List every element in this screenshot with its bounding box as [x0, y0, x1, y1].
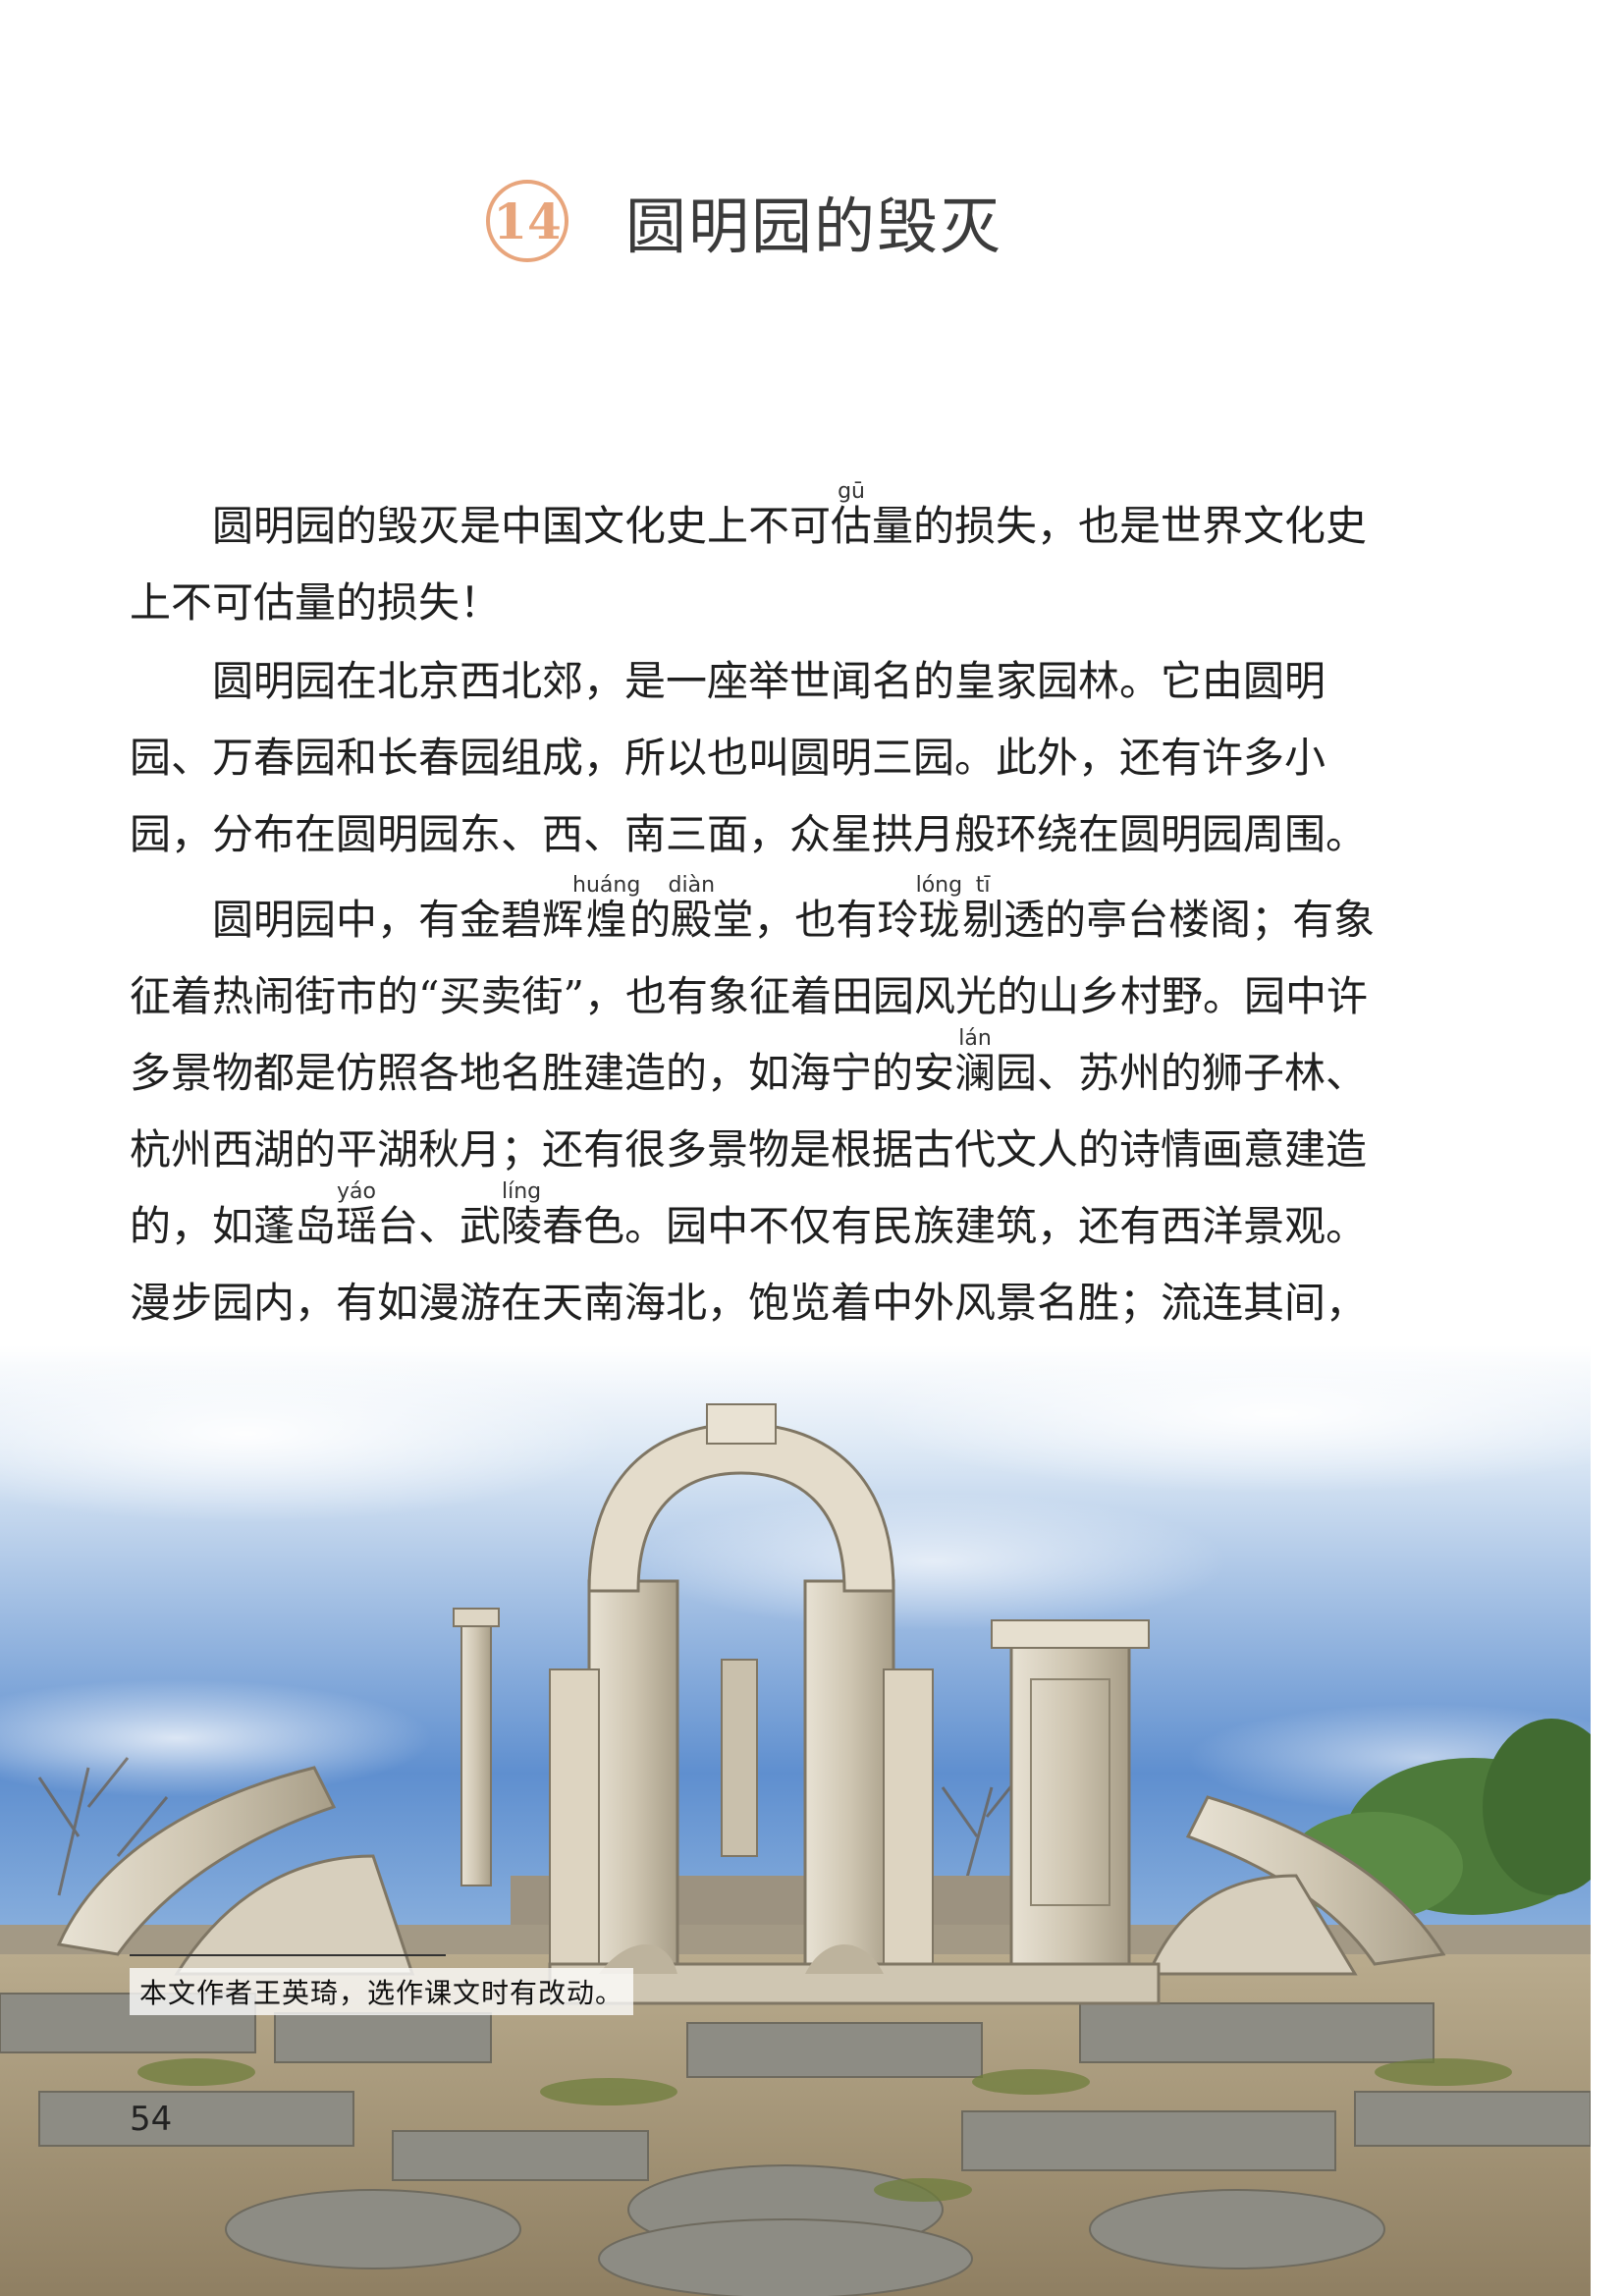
yuanmingyuan-ruins-photo — [0, 1345, 1591, 2296]
text-run: 圆明园中，有金碧辉 — [212, 896, 584, 944]
paragraph-3: 圆明园中，有金碧辉煌huáng的殿diàn堂，也有玲珑lóng剔tī透的亭台楼阁… — [130, 873, 1384, 1418]
lesson-number-badge: 14 — [486, 180, 568, 262]
pinyin-annotated-char: 澜lán — [954, 1026, 997, 1097]
pinyin-label: gū — [831, 479, 873, 504]
pinyin-label: lán — [954, 1026, 997, 1051]
text-run: 量的损失，也是世界文化史上不可估量的损失！ — [130, 502, 1368, 627]
footnote-rule — [130, 1954, 446, 1956]
pinyin-label: tī — [962, 873, 1004, 898]
text-run: 堂，也有玲 — [712, 896, 919, 944]
text-run: 园、苏州的狮子林、杭州西湖的平湖秋月；还有很多景物是根据古代文人的诗情画意建造的… — [130, 1049, 1368, 1250]
pinyin-label: lóng — [915, 873, 963, 898]
pinyin-annotated-char: 估gū — [831, 479, 873, 550]
text-run: 台、武 — [377, 1202, 502, 1250]
text-run: 圆明园在北京西北郊，是一座举世闻名的皇家园林。它由圆明园、万春园和长春园组成，所… — [130, 657, 1368, 858]
pinyin-label: huáng — [572, 873, 641, 898]
paragraph-1: 圆明园的毁灭是中国文化史上不可估gū量的损失，也是世界文化史上不可估量的损失！ — [130, 479, 1384, 641]
pinyin-annotated-char: 殿diàn — [668, 873, 716, 944]
paragraph-2: 圆明园在北京西北郊，是一座举世闻名的皇家园林。它由圆明园、万春园和长春园组成，所… — [130, 643, 1384, 873]
pinyin-annotated-char: 陵líng — [501, 1179, 543, 1250]
pinyin-annotated-char: 剔tī — [962, 873, 1004, 944]
pinyin-label: líng — [501, 1179, 543, 1204]
pinyin-annotated-char: 瑶yáo — [336, 1179, 378, 1250]
author-note: 本文作者王英琦，选作课文时有改动。 — [130, 1968, 634, 2015]
lesson-title: 圆明园的毁灭 — [625, 191, 1003, 262]
text-run: 圆明园的毁灭是中国文化史上不可 — [212, 502, 832, 550]
pinyin-annotated-char: 煌huáng — [572, 873, 641, 944]
text-run: 透的亭台楼阁；有象征着热闹街市的“买卖街”，也有象征着田园风光的山乡村野。园中许… — [130, 896, 1376, 1097]
pinyin-label: diàn — [668, 873, 716, 898]
pinyin-annotated-char: 珑lóng — [915, 873, 963, 944]
lesson-heading: 14 圆明园的毁灭 — [486, 172, 1002, 270]
page-number: 54 — [130, 2100, 173, 2139]
text-run: 的 — [629, 896, 672, 944]
body-text: 圆明园的毁灭是中国文化史上不可估gū量的损失，也是世界文化史上不可估量的损失！ … — [130, 479, 1384, 1418]
pinyin-label: yáo — [336, 1179, 378, 1204]
